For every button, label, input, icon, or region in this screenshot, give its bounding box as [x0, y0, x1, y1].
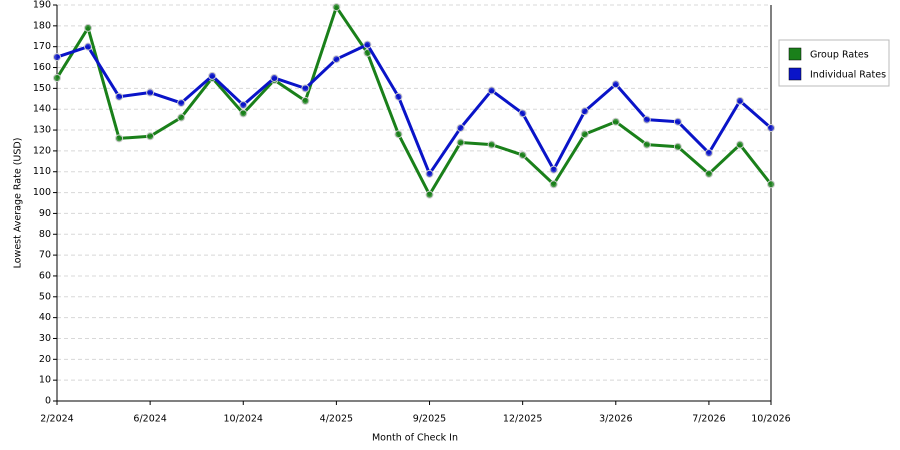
- data-point: [146, 132, 155, 141]
- y-tick-label: 100: [33, 187, 51, 198]
- data-point: [332, 3, 341, 12]
- y-tick-label: 140: [33, 104, 51, 115]
- y-tick-label: 80: [39, 229, 51, 240]
- data-point: [611, 117, 620, 126]
- x-tick-label: 10/2024: [224, 414, 263, 425]
- data-point: [580, 107, 589, 116]
- data-point: [735, 96, 744, 105]
- data-point: [673, 117, 682, 126]
- data-point: [518, 109, 527, 118]
- data-point: [673, 142, 682, 151]
- legend-swatch: [788, 67, 802, 81]
- y-tick-label: 20: [39, 354, 51, 365]
- data-point: [518, 151, 527, 160]
- data-point: [332, 55, 341, 64]
- legend-swatch: [788, 47, 802, 61]
- data-point: [115, 92, 124, 101]
- x-tick-label: 9/2025: [413, 414, 446, 425]
- data-point: [270, 73, 279, 82]
- y-tick-label: 60: [39, 270, 51, 281]
- x-axis-title: Month of Check In: [372, 433, 458, 444]
- data-point: [767, 123, 775, 132]
- data-point: [146, 88, 155, 97]
- x-tick-label: 2/2024: [40, 414, 73, 425]
- data-point: [53, 73, 61, 82]
- data-point: [425, 169, 434, 178]
- y-tick-label: 180: [33, 20, 51, 31]
- data-point: [239, 109, 248, 118]
- data-point: [425, 190, 434, 199]
- y-tick-label: 70: [39, 250, 51, 261]
- data-point: [208, 71, 217, 80]
- y-tick-label: 160: [33, 62, 51, 73]
- data-point: [580, 130, 589, 139]
- data-point: [549, 180, 558, 189]
- y-axis-title: Lowest Average Rate (USD): [13, 138, 24, 269]
- data-point: [487, 86, 496, 95]
- data-point: [115, 134, 124, 143]
- data-point: [84, 23, 93, 32]
- y-tick-label: 170: [33, 41, 51, 52]
- y-tick-label: 30: [39, 333, 51, 344]
- y-tick-label: 130: [33, 125, 51, 136]
- data-point: [549, 165, 558, 174]
- data-point: [394, 130, 403, 139]
- data-point: [704, 169, 713, 178]
- x-tick-label: 7/2026: [692, 414, 725, 425]
- y-tick-label: 40: [39, 312, 51, 323]
- data-point: [177, 98, 186, 107]
- data-point: [301, 84, 310, 93]
- data-point: [363, 40, 372, 49]
- legend-label: Individual Rates: [810, 70, 886, 81]
- data-point: [394, 92, 403, 101]
- series-line: [55, 5, 773, 197]
- x-tick-label: 6/2024: [133, 414, 166, 425]
- y-tick-label: 120: [33, 145, 51, 156]
- x-tick-label: 3/2026: [599, 414, 632, 425]
- series-line: [56, 43, 772, 176]
- y-tick-label: 50: [39, 291, 51, 302]
- x-tick-label: 10/2026: [751, 414, 790, 425]
- y-tick-label: 150: [33, 83, 51, 94]
- data-point: [642, 115, 651, 124]
- data-point: [611, 80, 620, 89]
- y-tick-label: 10: [39, 375, 51, 386]
- data-point: [84, 42, 93, 51]
- y-tick-label: 90: [39, 208, 51, 219]
- x-tick-label: 12/2025: [503, 414, 542, 425]
- y-tick-label: 0: [45, 396, 51, 407]
- data-point: [735, 140, 744, 149]
- data-point: [767, 180, 775, 189]
- data-point: [301, 96, 310, 105]
- y-tick-label: 110: [33, 166, 51, 177]
- y-tick-label: 190: [33, 0, 51, 11]
- data-point: [456, 138, 465, 147]
- data-point: [177, 113, 186, 122]
- data-point: [487, 140, 496, 149]
- legend-label: Group Rates: [810, 50, 869, 61]
- x-tick-label: 4/2025: [320, 414, 353, 425]
- data-point: [704, 148, 713, 157]
- data-point: [456, 123, 465, 132]
- data-point: [53, 53, 61, 62]
- data-point: [642, 140, 651, 149]
- data-point: [239, 101, 248, 110]
